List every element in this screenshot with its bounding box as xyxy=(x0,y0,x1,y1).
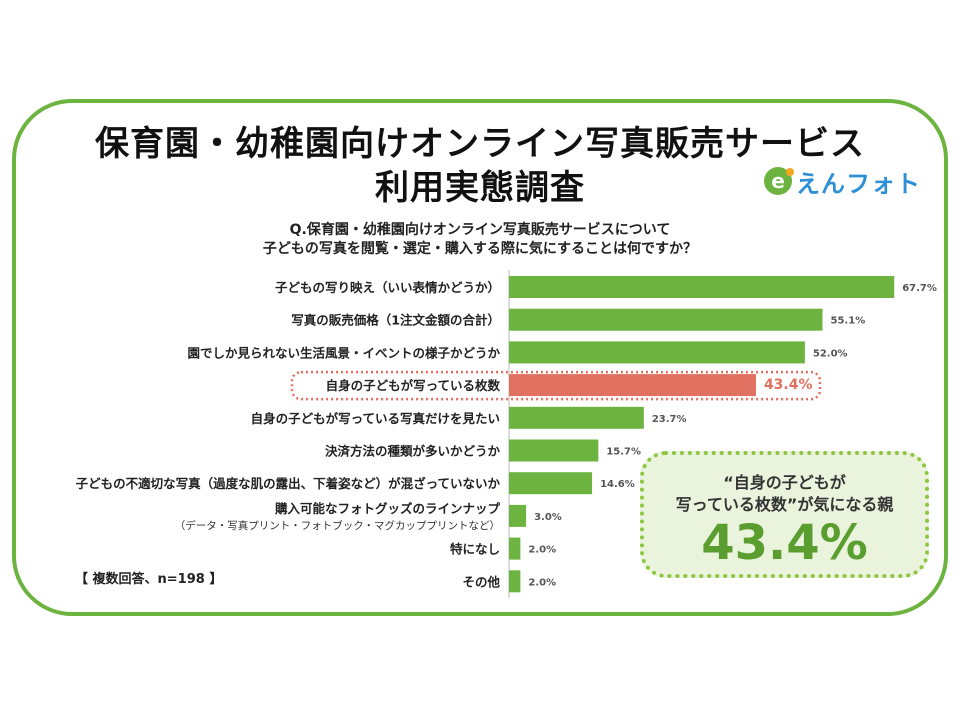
value-label: 43.4% xyxy=(764,377,813,393)
category-label: 自身の子どもが写っている写真だけを見たい xyxy=(251,411,500,426)
page-title: 保育園・幼稚園向けオンライン写真販売サービス xyxy=(95,124,865,164)
value-label: 2.0% xyxy=(528,577,556,588)
bar xyxy=(509,537,521,560)
callout-value: 43.4% xyxy=(701,515,868,571)
value-label: 15.7% xyxy=(606,447,641,458)
category-label: 自身の子どもが写っている枚数 xyxy=(326,378,501,393)
value-label: 52.0% xyxy=(813,348,848,359)
highlight-box xyxy=(290,370,822,401)
category-label: その他 xyxy=(462,574,500,589)
category-label: 特になし xyxy=(450,542,500,557)
question-line-1: Q.保育園・幼稚園向けオンライン写真販売サービスについて xyxy=(289,222,671,238)
bar xyxy=(509,341,805,364)
category-label: 子どもの不適切な写真（過度な肌の露出、下着姿など）が混ざっていないか xyxy=(76,476,501,491)
bar xyxy=(509,472,593,495)
highlight-callout: “自身の子どもが 写っている枚数”が気になる親 43.4% xyxy=(640,451,929,578)
value-label: 3.0% xyxy=(534,512,562,523)
value-label: 23.7% xyxy=(652,414,687,425)
bar xyxy=(509,439,599,462)
category-label: 決済方法の種類が多いかどうか xyxy=(325,444,501,459)
value-label: 14.6% xyxy=(600,479,635,490)
bar xyxy=(509,308,823,331)
question-line-2: 子どもの写真を閲覧・選定・購入する際に気にすることは何ですか？ xyxy=(262,241,698,257)
bar xyxy=(509,570,521,593)
category-sublabel: （データ・写真プリント・フォトブック・マグカッププリントなど） xyxy=(175,519,500,532)
enphoto-logo: e えんフォト xyxy=(764,166,921,198)
bar xyxy=(509,276,895,298)
value-label: 55.1% xyxy=(831,316,866,327)
bar xyxy=(509,504,527,527)
callout-line-2: 写っている枚数”が気になる親 xyxy=(675,495,894,514)
sample-note: 【 複数回答、n=198 】 xyxy=(75,572,223,587)
value-label: 67.7% xyxy=(902,283,937,294)
enphoto-logo-icon: e xyxy=(764,167,794,195)
value-label: 2.0% xyxy=(528,545,556,556)
bar xyxy=(509,406,644,429)
category-label: 園でしか見られない生活風景・イベントの様子かどうか xyxy=(187,345,500,360)
category-label: 写真の販売価格（1注文金額の合計） xyxy=(291,313,500,328)
bar xyxy=(509,374,756,397)
page-subtitle: 利用実態調査 xyxy=(375,168,585,208)
callout-line-1: “自身の子どもが xyxy=(723,473,846,492)
logo-text: えんフォト xyxy=(796,169,921,198)
category-label: 子どもの写り映え（いい表情かどうか） xyxy=(275,280,500,295)
category-label: 購入可能なフォトグッズのラインナップ xyxy=(274,501,501,516)
